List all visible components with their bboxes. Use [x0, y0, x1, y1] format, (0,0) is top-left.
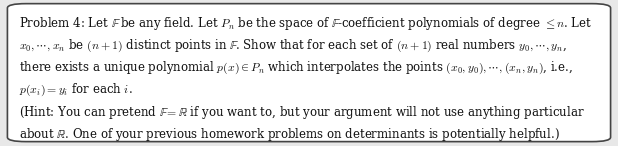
Text: $p(x_i) = y_i$ for each $i$.: $p(x_i) = y_i$ for each $i$. [19, 82, 132, 98]
FancyBboxPatch shape [7, 4, 611, 142]
Text: Problem 4: Let $\mathbb{F}$ be any field. Let $P_n$ be the space of $\mathbb{F}$: Problem 4: Let $\mathbb{F}$ be any field… [19, 15, 592, 32]
Text: about $\mathbb{R}$. One of your previous homework problems on determinants is po: about $\mathbb{R}$. One of your previous… [19, 126, 559, 143]
Text: $x_0, \cdots, x_n$ be $(n+1)$ distinct points in $\mathbb{F}$. Show that for eac: $x_0, \cdots, x_n$ be $(n+1)$ distinct p… [19, 38, 566, 54]
Text: there exists a unique polynomial $p(x) \in P_n$ which interpolates the points $(: there exists a unique polynomial $p(x) \… [19, 60, 572, 76]
Text: (Hint: You can pretend $\mathbb{F} = \mathbb{R}$ if you want to, but your argume: (Hint: You can pretend $\mathbb{F} = \ma… [19, 104, 584, 121]
